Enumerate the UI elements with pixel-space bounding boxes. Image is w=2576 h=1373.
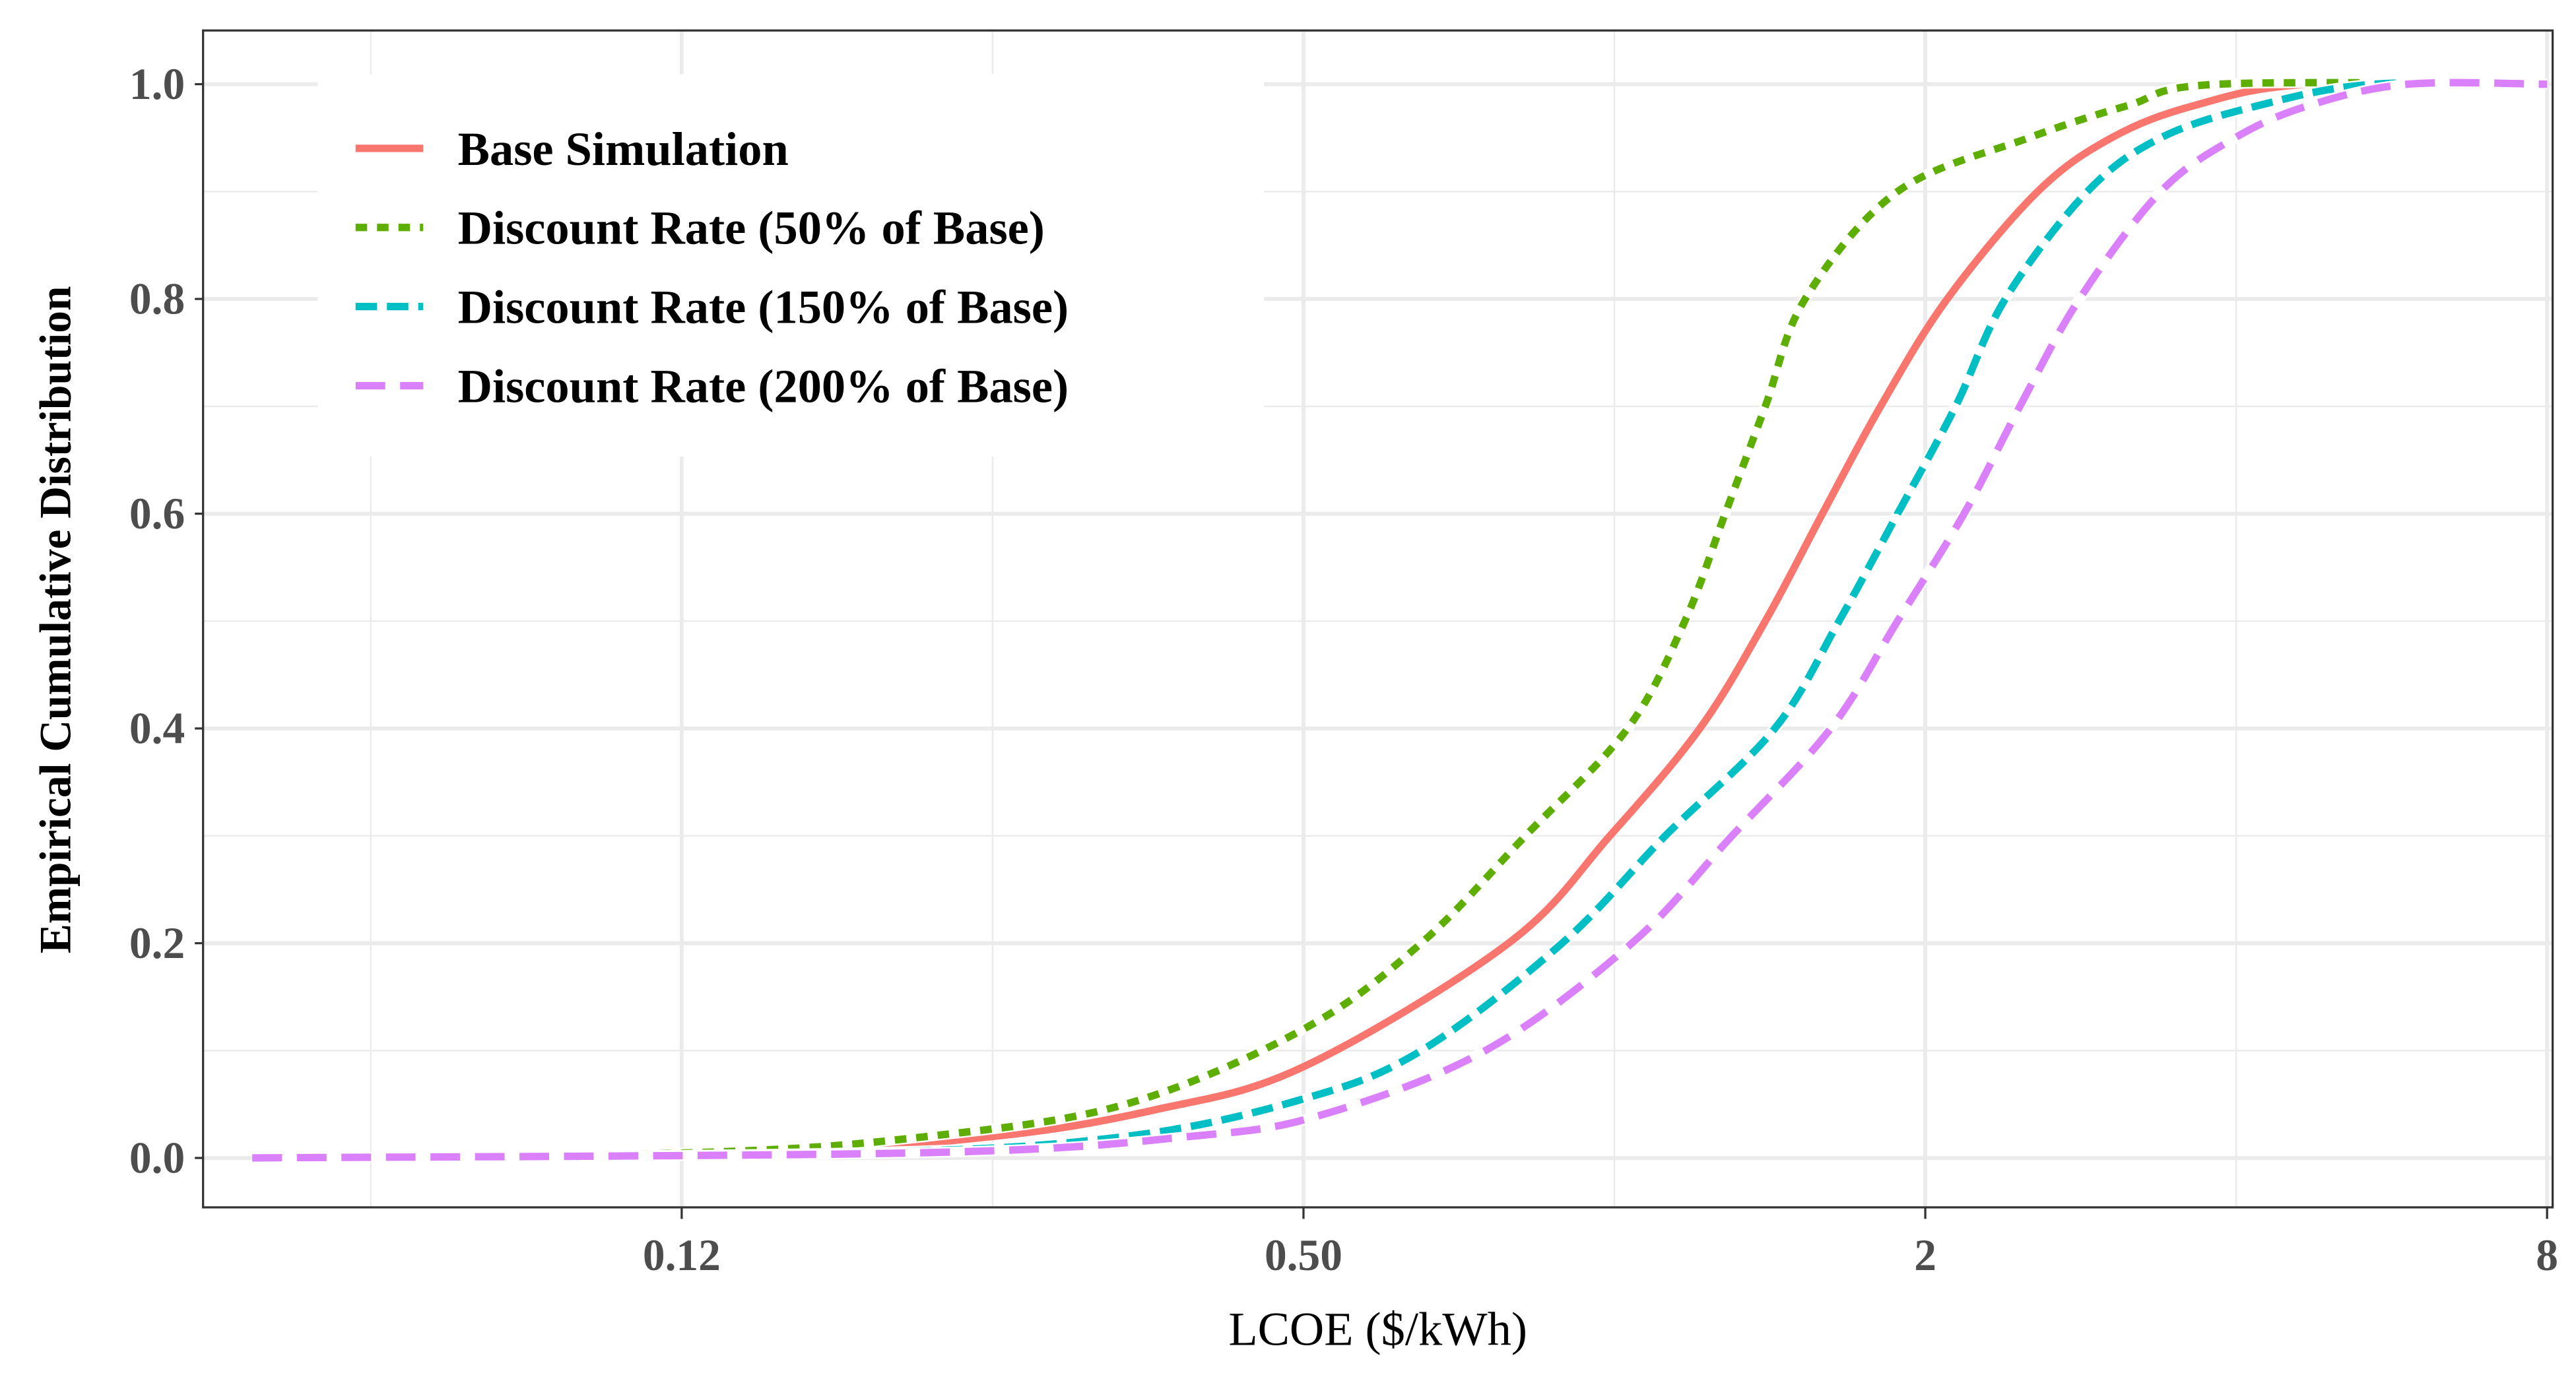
y-tick-label: 0.0 [129, 1134, 185, 1183]
x-tick-label: 2 [1914, 1230, 1936, 1280]
y-tick-label: 0.6 [129, 489, 185, 538]
x-axis-title: LCOE ($/kWh) [1228, 1302, 1527, 1356]
legend-label: Discount Rate (50% of Base) [458, 201, 1045, 255]
legend-box [317, 74, 1265, 457]
legend-label: Discount Rate (150% of Base) [458, 280, 1069, 334]
series-line-3 [252, 79, 2548, 1162]
y-tick-label: 0.2 [129, 918, 185, 968]
panel-border [202, 29, 2554, 1209]
y-tick-label: 0.4 [129, 704, 185, 753]
y-axis-title: Empirical Cumulative Distribution [31, 286, 81, 954]
legend-label: Discount Rate (200% of Base) [458, 360, 1069, 413]
axes: 0.0 0.2 0.4 0.6 0.8 1.0 0.12 0.50 2 8 [129, 59, 2558, 1280]
series-line-4 [252, 79, 2548, 1162]
y-tick-label: 1.0 [129, 59, 185, 109]
x-tick-label: 0.50 [1265, 1230, 1342, 1280]
y-tick-label: 0.8 [129, 274, 185, 324]
x-tick-label: 0.12 [643, 1230, 721, 1280]
legend: Base Simulation Discount Rate (50% of Bas… [317, 74, 1265, 457]
legend-label: Base Simulation [458, 122, 789, 176]
series-lines [252, 77, 2548, 1164]
x-tick-label: 8 [2536, 1230, 2558, 1280]
series-line-1 [252, 79, 2548, 1162]
series-line-2 [252, 79, 2548, 1162]
